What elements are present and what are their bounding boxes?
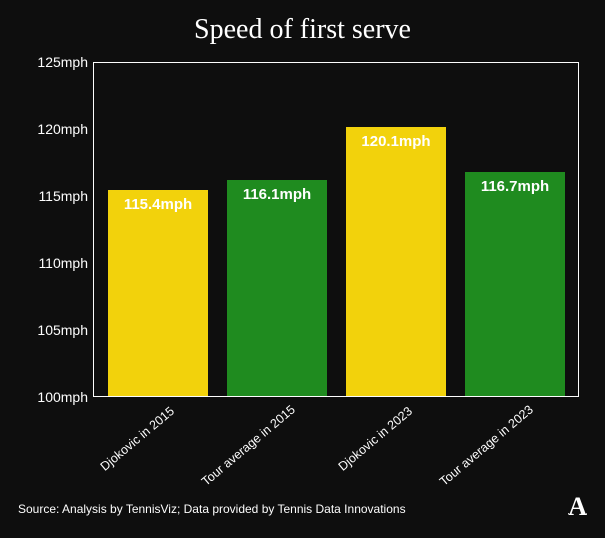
chart-title: Speed of first serve — [0, 0, 605, 52]
bar-tour-2023: 116.7mph — [465, 172, 565, 396]
x-label-0: Djokovic in 2015 — [80, 404, 177, 489]
bar-label-3: 116.7mph — [465, 178, 565, 195]
bar-tour-2015: 116.1mph — [227, 180, 327, 396]
x-label-1: Tour average in 2015 — [199, 404, 296, 489]
chart-container: Speed of first serve 125mph 120mph 115mp… — [0, 0, 605, 538]
x-axis-labels: Djokovic in 2015 Tour average in 2015 Dj… — [93, 400, 579, 480]
y-tick-100: 100mph — [22, 389, 88, 405]
y-tick-110: 110mph — [22, 255, 88, 271]
x-label-2: Djokovic in 2023 — [318, 404, 415, 489]
bar-label-0: 115.4mph — [108, 196, 208, 213]
bar-djokovic-2023: 120.1mph — [346, 127, 446, 396]
y-tick-125: 125mph — [22, 54, 88, 70]
y-tick-105: 105mph — [22, 322, 88, 338]
x-label-3: Tour average in 2023 — [437, 404, 534, 489]
chart-area: 125mph 120mph 115mph 110mph 105mph 100mp… — [22, 62, 582, 397]
bar-label-2: 120.1mph — [346, 133, 446, 150]
y-tick-120: 120mph — [22, 121, 88, 137]
bar-djokovic-2015: 115.4mph — [108, 190, 208, 396]
source-line: Source: Analysis by TennisViz; Data prov… — [18, 502, 406, 516]
athletic-logo-icon: A — [568, 492, 587, 522]
bar-label-1: 116.1mph — [227, 186, 327, 203]
plot-region: 115.4mph 116.1mph 120.1mph 116.7mph — [93, 62, 579, 397]
y-tick-115: 115mph — [22, 188, 88, 204]
